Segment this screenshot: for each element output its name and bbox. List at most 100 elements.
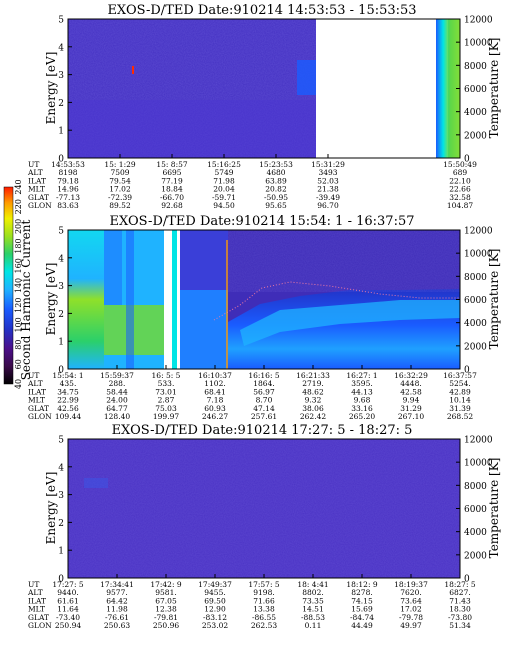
panel-1-orbit-value: 18.84	[161, 185, 183, 194]
panel-1-y2tick-label: 10000	[464, 39, 493, 49]
panel-3-orbit-value: 11.98	[106, 605, 128, 614]
panel-2-orbit-value: 268.52	[447, 412, 473, 421]
panel-2-orbit-value: 7.18	[207, 396, 224, 405]
panel-3-orbit-label: UT	[28, 580, 39, 589]
panel-1-ytick-label: 5	[58, 16, 64, 26]
colorbar-tick-label: 180	[14, 238, 23, 253]
panel-2-orbit-value: 31.39	[449, 404, 471, 413]
panel-1-orbit-value: 15: 8:57	[156, 160, 188, 169]
panel-2-y2label: Temperature [K]	[487, 249, 501, 350]
panel-2-orbit-value: 44.13	[351, 387, 373, 396]
panel-1-orbit-value: 63.89	[265, 176, 287, 185]
panel-2-orbit-label: ALT	[27, 379, 43, 388]
panel-1-orbit-value: 77.19	[161, 176, 183, 185]
panel-2-orbit-value: 16:10:37	[198, 371, 232, 380]
panel-3-orbit-value: 73.35	[302, 596, 324, 605]
panel-3-orbit-value: 9198.	[253, 588, 274, 597]
panel-1-y2tick-label: 0	[464, 155, 470, 165]
panel-1-orbit-value: 22.10	[449, 176, 471, 185]
panel-1-orbit-value: -59.71	[212, 193, 236, 202]
panel-3-plot-area	[68, 439, 460, 578]
panel-3-orbit-value: 44.49	[351, 621, 373, 630]
panel-3-orbit-value: 73.64	[400, 596, 422, 605]
panel-2-plot-area	[68, 230, 460, 369]
panel-2-orbit-value: 16:37:57	[443, 371, 477, 380]
panel-3-ylabel: Energy [eV]	[44, 472, 58, 545]
panel-3-orbit-value: 7620.	[400, 588, 421, 597]
panel-1-orbit-label: MLT	[28, 185, 45, 194]
panel-1-orbit-value: 89.52	[109, 201, 131, 210]
panel-1-ylabel: Energy [eV]	[44, 52, 58, 125]
panel-3-orbit-value: -83.12	[203, 613, 227, 622]
panel-2-orbit-value: 22.99	[57, 396, 79, 405]
panel-3-orbit-value: 12.90	[204, 605, 226, 614]
panel-3-orbit-value: 17:34:41	[100, 580, 134, 589]
panel-2-orbit-label: UT	[28, 371, 39, 380]
panel-2-orbit-value: 5254.	[449, 379, 470, 388]
panel-3-orbit-label: MLT	[28, 605, 45, 614]
panel-2-y2tick-label: 6000	[464, 296, 487, 306]
panel-2-orbit-value: 42.89	[449, 387, 471, 396]
panel-2-orbit-value: 1102.	[204, 379, 225, 388]
panel-3-orbit-label: ILAT	[28, 596, 46, 605]
panel-3-orbit-value: 17:42: 9	[150, 580, 182, 589]
panel-3-y2tick-label: 0	[464, 575, 470, 585]
panel-2-orbit-value: 2719.	[302, 379, 323, 388]
colorbar-tick-label: 40	[14, 379, 23, 389]
panel-3-orbit-value: 18: 4:41	[297, 580, 328, 589]
panel-3-orbit-value: 71.66	[253, 596, 275, 605]
panel-2-orbit-value: 4448.	[400, 379, 421, 388]
panel-1-orbit-value: 83.63	[57, 201, 79, 210]
panel-1-orbit-value: 15:31:29	[311, 160, 345, 169]
panel-2: EXOS-D/TED Date:910214 15:54: 1 - 16:37:…	[27, 214, 501, 421]
panel-3-orbit-value: 69.50	[204, 596, 226, 605]
panel-3-orbit-value: 8278.	[351, 588, 372, 597]
panel-2-y2tick-label: 12000	[464, 227, 493, 237]
panel-1-orbit-label: GLON	[28, 201, 52, 210]
panel-2-orbit-value: 15:54: 1	[52, 371, 83, 380]
panel-3-orbit-value: 262.53	[251, 621, 277, 630]
panel-2-orbit-value: 16:27: 1	[346, 371, 377, 380]
panel-1-orbit-value: 71.98	[213, 176, 235, 185]
panel-3-orbit-value: 13.38	[253, 605, 275, 614]
panel-2-orbit-value: 33.16	[351, 404, 373, 413]
panel-2-y2tick-label: 0	[464, 366, 470, 376]
panel-1-orbit-value: 4680	[266, 168, 285, 177]
panel-1-y2label: Temperature [K]	[487, 38, 501, 139]
panel-3-orbit-value: -79.78	[399, 613, 423, 622]
panel-1-ytick-label: 2	[58, 99, 64, 109]
panel-2-orbit-value: 34.75	[57, 387, 79, 396]
panel-3-orbit-value: 17:49:37	[198, 580, 232, 589]
panel-2-orbit-value: 42.58	[400, 387, 422, 396]
colorbar-tick-label: 140	[14, 278, 23, 293]
panel-2-orbit-value: 10.14	[449, 396, 471, 405]
colorbar-label: Second Harmonic Current	[19, 220, 33, 381]
panel-3-orbit-value: 11.64	[57, 605, 79, 614]
colorbar-tick-label: 80	[14, 340, 23, 350]
panel-3-orbit-value: 71.43	[449, 596, 471, 605]
colorbar-tick-label: 200	[14, 219, 23, 234]
panel-2-orbit-value: 533.	[158, 379, 175, 388]
panel-1-orbit-value: -66.70	[160, 193, 184, 202]
panel-2-ytick-label: 3	[58, 282, 64, 292]
panel-3-orbit-value: 0.11	[305, 621, 322, 630]
panel-1-orbit-value: 104.87	[447, 201, 473, 210]
panel-3-orbit-value: 12.38	[155, 605, 177, 614]
panel-3-y2label: Temperature [K]	[487, 458, 501, 559]
panel-3-y2tick-label: 12000	[464, 436, 493, 446]
panel-2-orbit-label: MLT	[28, 396, 45, 405]
panel-1-y2tick-label: 8000	[464, 62, 487, 72]
panel-3: EXOS-D/TED Date:910214 17:27: 5 - 18:27:…	[27, 423, 501, 630]
panel-3-orbit-value: 250.63	[104, 621, 130, 630]
panel-2-orbit-value: 257.61	[251, 412, 277, 421]
colorbar: 40 60 80 100 120 140 160 180 200 220 240 Second Ha…	[3, 179, 33, 389]
panel-1-ytick-label: 4	[58, 43, 64, 53]
panel-1-orbit-value: 79.18	[57, 176, 79, 185]
panel-2-orbit-value: 1864.	[253, 379, 274, 388]
panel-2-orbit-label: ILAT	[28, 387, 46, 396]
panel-3-orbit-value: -73.40	[56, 613, 80, 622]
panel-1-orbit-value: 5749	[214, 168, 233, 177]
panel-2-orbit-value: 16:21:33	[296, 371, 330, 380]
panel-3-y2tick-label: 8000	[464, 482, 487, 492]
